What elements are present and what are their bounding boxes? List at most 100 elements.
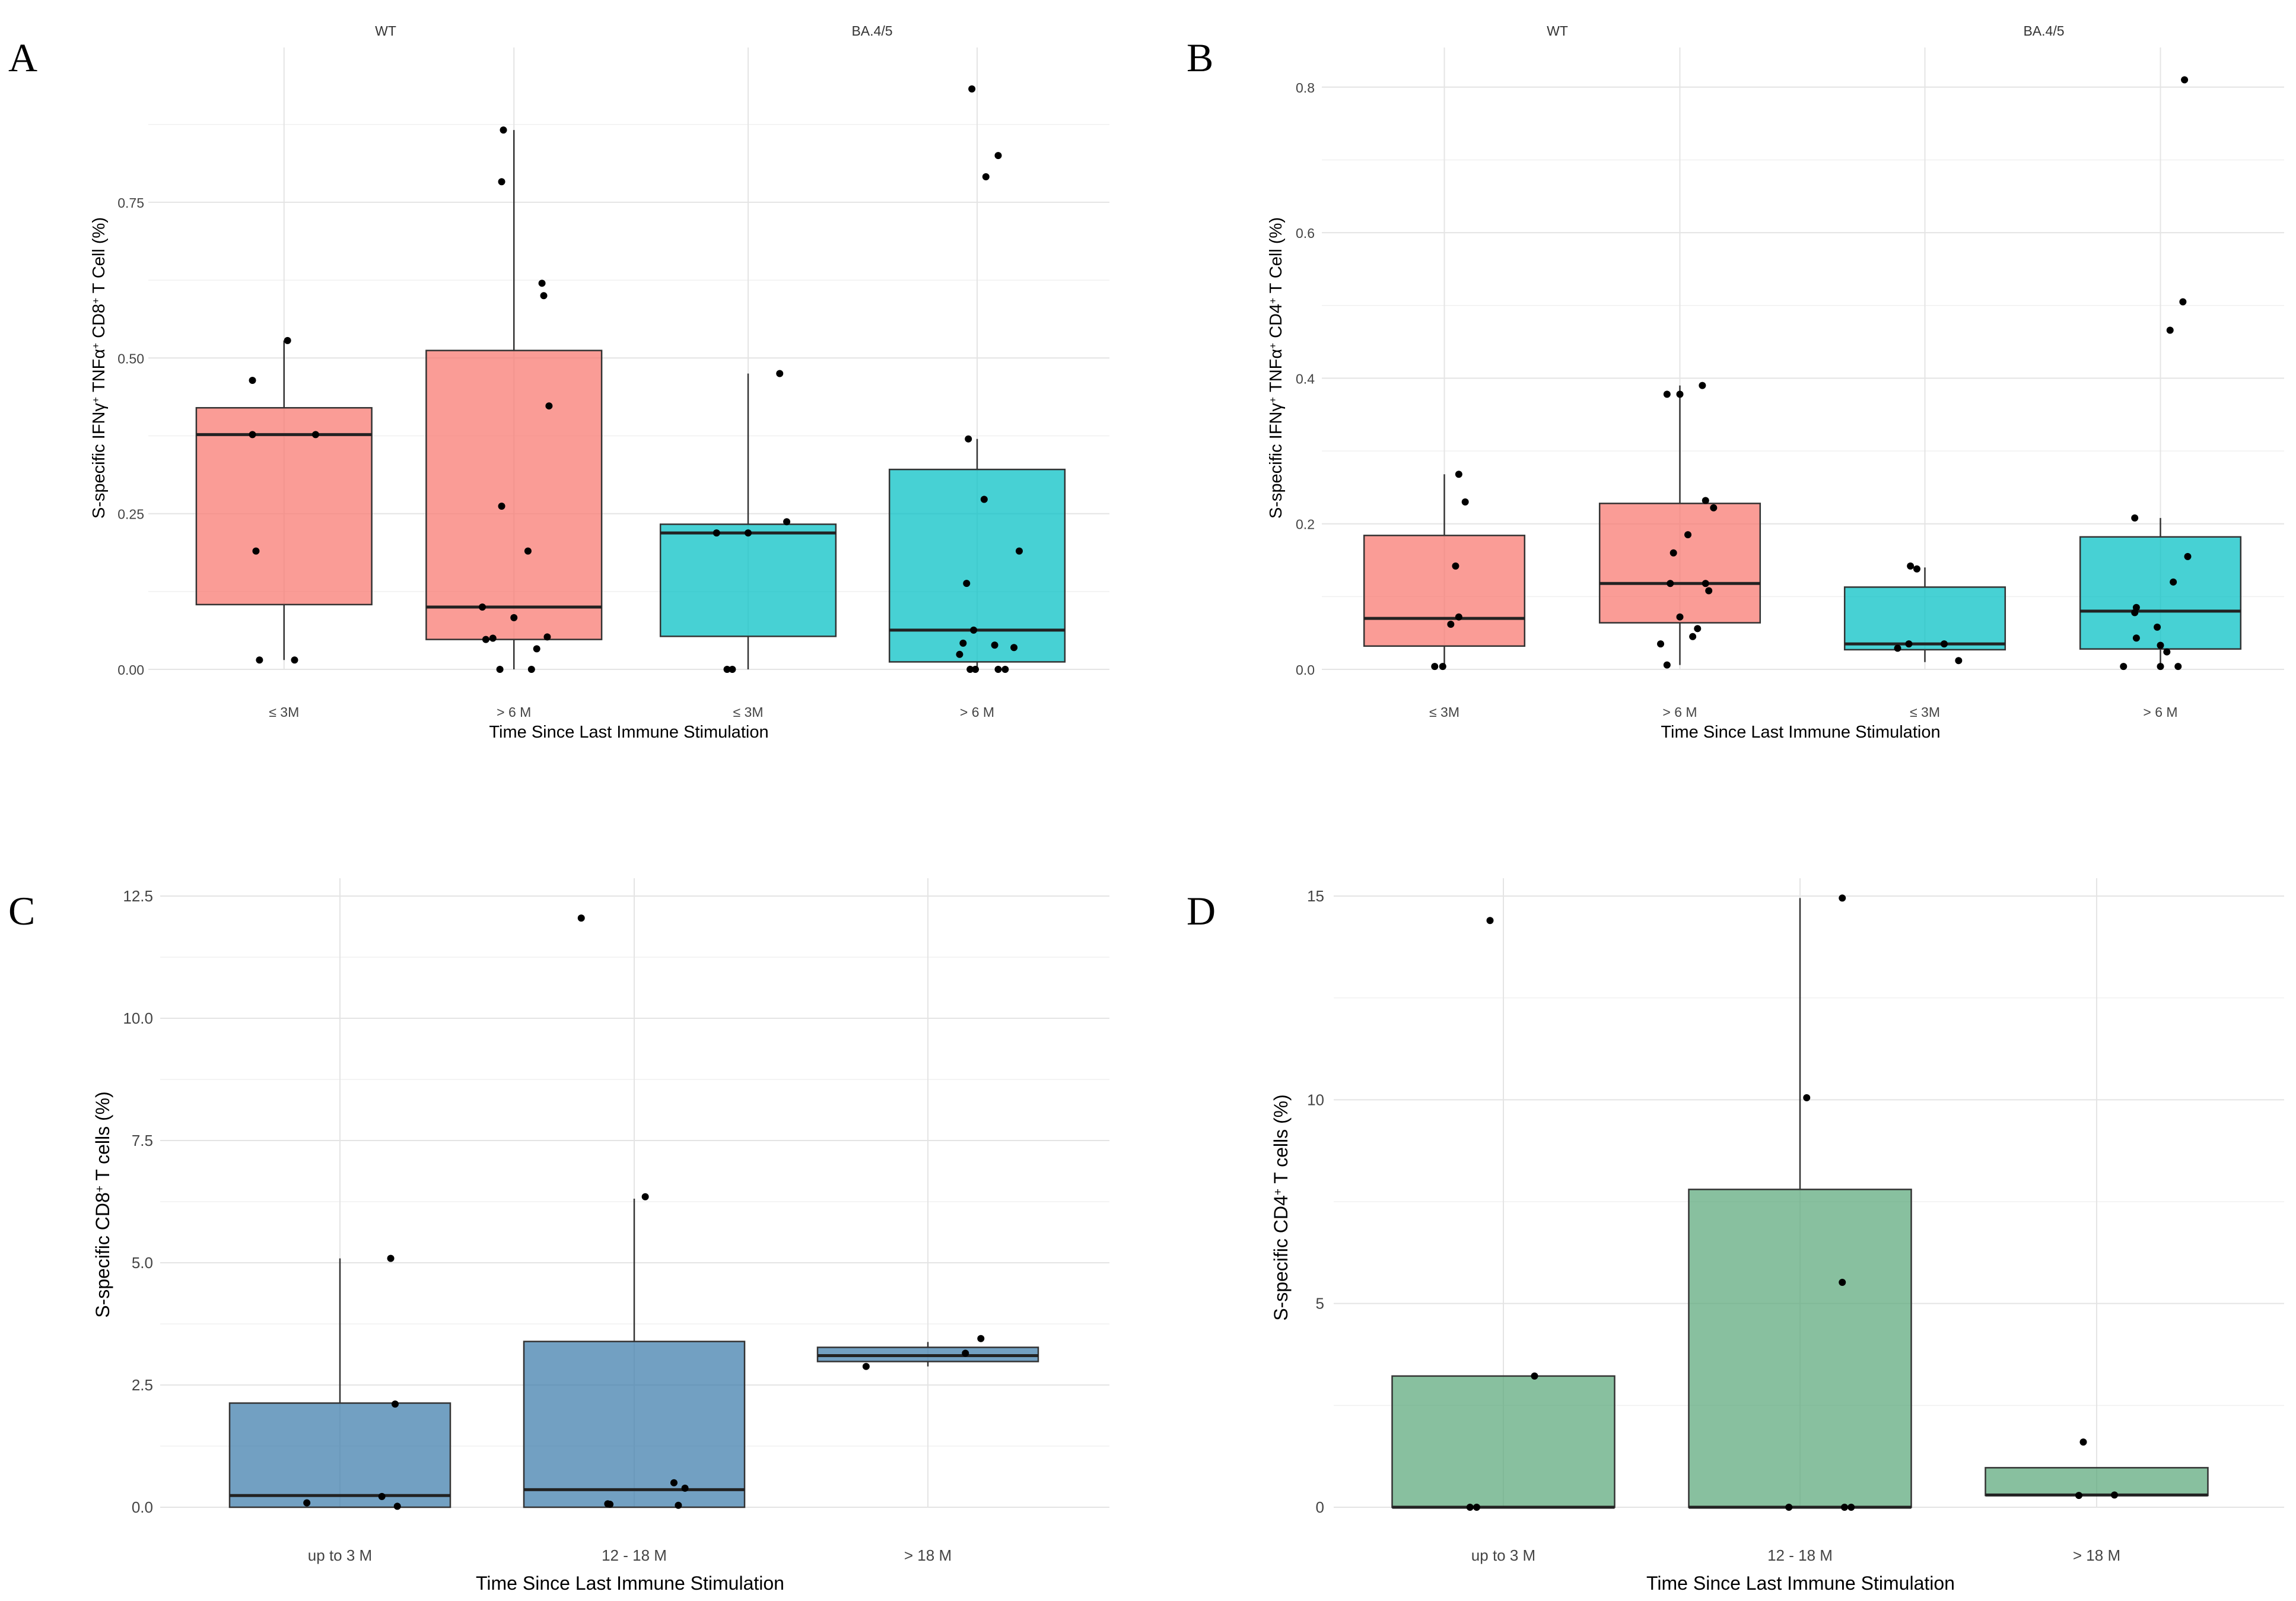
data-point — [1676, 613, 1684, 621]
panel-d-x-axis-title: Time Since Last Immune Stimulation — [1646, 1573, 1955, 1594]
x-tick-label: 12 - 18 M — [602, 1546, 667, 1564]
panel-a: A WT BA.4/5 0.00 0.25 0.50 0.75 ≤ 3M > 6… — [8, 23, 1109, 742]
data-point — [479, 603, 486, 611]
data-point — [2157, 663, 2164, 671]
data-point — [2111, 1491, 2118, 1499]
data-point — [577, 914, 585, 922]
x-tick-label: > 18 M — [904, 1546, 952, 1564]
box-iqr — [1598, 503, 1761, 624]
data-point — [2166, 326, 2174, 334]
data-point — [538, 279, 546, 287]
data-point — [2154, 623, 2161, 631]
box-iqr — [888, 468, 1066, 663]
data-point — [2075, 1492, 2082, 1500]
data-point — [1702, 580, 1709, 587]
panel-b-x-axis-title: Time Since Last Immune Stimulation — [1661, 723, 1940, 742]
data-point — [311, 431, 319, 439]
data-point — [1473, 1504, 1480, 1511]
panel-a-y-axis-title: S-specific IFNγ+ TNFα+ CD8+ T Cell (%) — [90, 217, 109, 519]
data-point — [776, 370, 784, 377]
y-tick-label: 0.6 — [1296, 225, 1315, 241]
data-point — [543, 633, 551, 641]
data-point — [977, 1335, 985, 1342]
data-point — [387, 1254, 395, 1262]
box-iqr — [1363, 535, 1526, 647]
panel-b-strip-ba45: BA.4/5 — [2023, 23, 2064, 39]
x-tick-label: > 6 M — [497, 704, 531, 720]
data-point — [1841, 1504, 1848, 1511]
data-point — [1466, 1504, 1474, 1511]
data-point — [545, 402, 553, 410]
y-tick-label: 2.5 — [132, 1376, 153, 1394]
data-point — [745, 529, 752, 537]
data-point — [1447, 620, 1455, 628]
box-iqr — [1985, 1467, 2209, 1497]
y-tick-label: 0.75 — [117, 195, 144, 211]
data-point — [1667, 580, 1674, 587]
data-point — [2131, 609, 2139, 617]
data-point — [1531, 1372, 1538, 1380]
data-point — [510, 614, 518, 621]
data-point — [965, 435, 972, 443]
data-point — [1684, 531, 1692, 539]
panel-c-y-axis-title: S-specific CD8+ T cells (%) — [92, 1091, 113, 1318]
data-point — [994, 666, 1002, 673]
x-tick-label: 12 - 18 M — [1767, 1546, 1833, 1564]
data-point — [729, 666, 736, 673]
data-point — [1676, 390, 1684, 398]
data-point — [1913, 565, 1920, 573]
data-point — [980, 495, 988, 503]
data-point — [970, 626, 978, 634]
data-point — [1847, 1504, 1855, 1511]
data-point — [1839, 1278, 1846, 1286]
panel-d: D 0 5 10 15 up to 3 M 12 - 18 M > 18 M T… — [1187, 878, 2284, 1594]
box-wt-1 — [1363, 474, 1526, 669]
data-point — [991, 641, 998, 649]
box-wt-2 — [1598, 385, 1761, 665]
data-point — [862, 1362, 870, 1370]
x-tick-label: > 18 M — [2073, 1546, 2120, 1564]
data-point — [2079, 1438, 2087, 1446]
y-tick-label: 5.0 — [132, 1254, 153, 1272]
data-point — [2170, 578, 2177, 586]
data-point — [1694, 625, 1702, 633]
data-point — [284, 336, 291, 344]
data-point — [1699, 382, 1706, 389]
box-iqr — [228, 1402, 451, 1508]
data-point — [2157, 641, 2164, 649]
data-point — [2181, 76, 2189, 84]
data-point — [498, 178, 505, 186]
box-ba45-1 — [659, 373, 837, 669]
box-iqr — [425, 350, 603, 640]
box-iqr — [195, 406, 373, 606]
data-point — [1439, 663, 1446, 671]
box-3 — [1985, 1467, 2209, 1497]
data-point — [982, 173, 990, 180]
box-ba45-2 — [888, 439, 1066, 669]
box-2 — [1688, 898, 1912, 1509]
panel-c: C 0.0 2.5 5.0 7.5 10.0 12.5 up to 3 M 12… — [8, 878, 1109, 1594]
data-point — [482, 636, 489, 643]
y-tick-label: 0.00 — [117, 662, 144, 678]
panel-a-letter: A — [8, 35, 37, 80]
x-tick-label: > 6 M — [1662, 704, 1697, 720]
data-point — [959, 639, 967, 647]
data-point — [256, 656, 263, 664]
x-tick-label: ≤ 3M — [1429, 704, 1459, 720]
data-point — [1803, 1094, 1811, 1101]
data-point — [641, 1193, 649, 1200]
data-point — [500, 126, 507, 134]
data-point — [1669, 549, 1677, 557]
data-point — [956, 650, 963, 658]
panel-b: B WT BA.4/5 0.0 0.2 0.4 0.6 0.8 ≤ 3M > 6… — [1187, 23, 2284, 742]
data-point — [252, 547, 260, 555]
x-tick-label: up to 3 M — [1471, 1546, 1535, 1564]
x-tick-label: > 6 M — [960, 704, 994, 720]
data-point — [1657, 640, 1665, 648]
data-point — [713, 529, 720, 537]
box-iqr — [2079, 536, 2242, 650]
y-tick-label: 0.8 — [1296, 80, 1315, 96]
data-point — [1455, 471, 1462, 478]
box-3 — [816, 1342, 1039, 1367]
